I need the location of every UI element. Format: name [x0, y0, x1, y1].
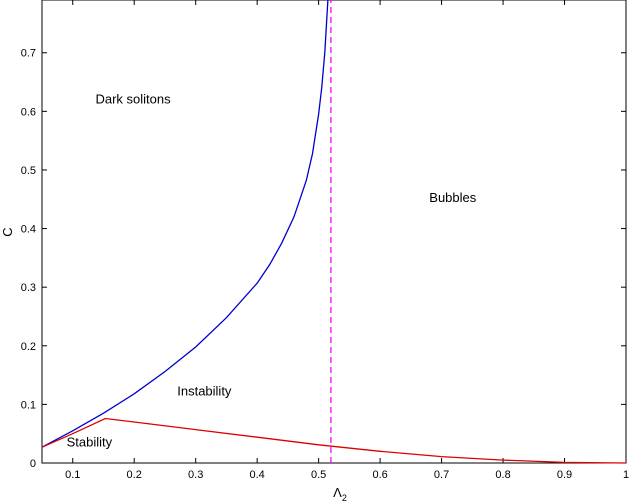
y-tick-label: 0.6 [21, 106, 36, 118]
region-label: Bubbles [429, 190, 476, 205]
y-tick-label: 0.2 [21, 341, 36, 353]
x-axis-label-subscript: 2 [342, 493, 347, 501]
x-tick-label: 0.5 [311, 469, 326, 481]
y-tick-label: 0.7 [21, 48, 36, 60]
x-tick-label: 0.1 [65, 469, 80, 481]
x-tick-label: 0.6 [372, 469, 387, 481]
x-tick-label: 0.4 [250, 469, 265, 481]
x-axis-ticks: 0.1 0.2 0.3 0.4 0.5 0.6 0.7 0.8 0.9 1 [65, 0, 629, 481]
x-tick-label: 0.7 [434, 469, 449, 481]
y-tick-label: 0.4 [21, 224, 36, 236]
y-tick-label: 0.3 [21, 282, 36, 294]
x-tick-label: 0.8 [495, 469, 510, 481]
region-label: Dark solitons [95, 92, 171, 107]
x-tick-label: 1 [623, 469, 629, 481]
x-tick-label: 0.9 [557, 469, 572, 481]
x-tick-label: 0.2 [127, 469, 142, 481]
y-axis-label: C [0, 227, 15, 236]
x-tick-label: 0.3 [188, 469, 203, 481]
y-tick-label: 0 [30, 458, 36, 470]
blue-curve [41, 0, 329, 448]
series-layer [41, 0, 627, 464]
region-label: Instability [177, 384, 232, 399]
x-axis-label: Λ2 [333, 485, 347, 501]
y-tick-label: 0.1 [21, 399, 36, 411]
y-axis-ticks: 0 0.1 0.2 0.3 0.4 0.5 0.6 0.7 [21, 48, 626, 470]
region-label: Stability [67, 435, 113, 450]
annotation-layer: Dark solitons Bubbles Instability Stability [67, 92, 477, 450]
x-axis-label-main: Λ [333, 485, 342, 500]
red-curve [41, 417, 627, 464]
plot-frame [41, 0, 627, 464]
y-tick-label: 0.5 [21, 165, 36, 177]
